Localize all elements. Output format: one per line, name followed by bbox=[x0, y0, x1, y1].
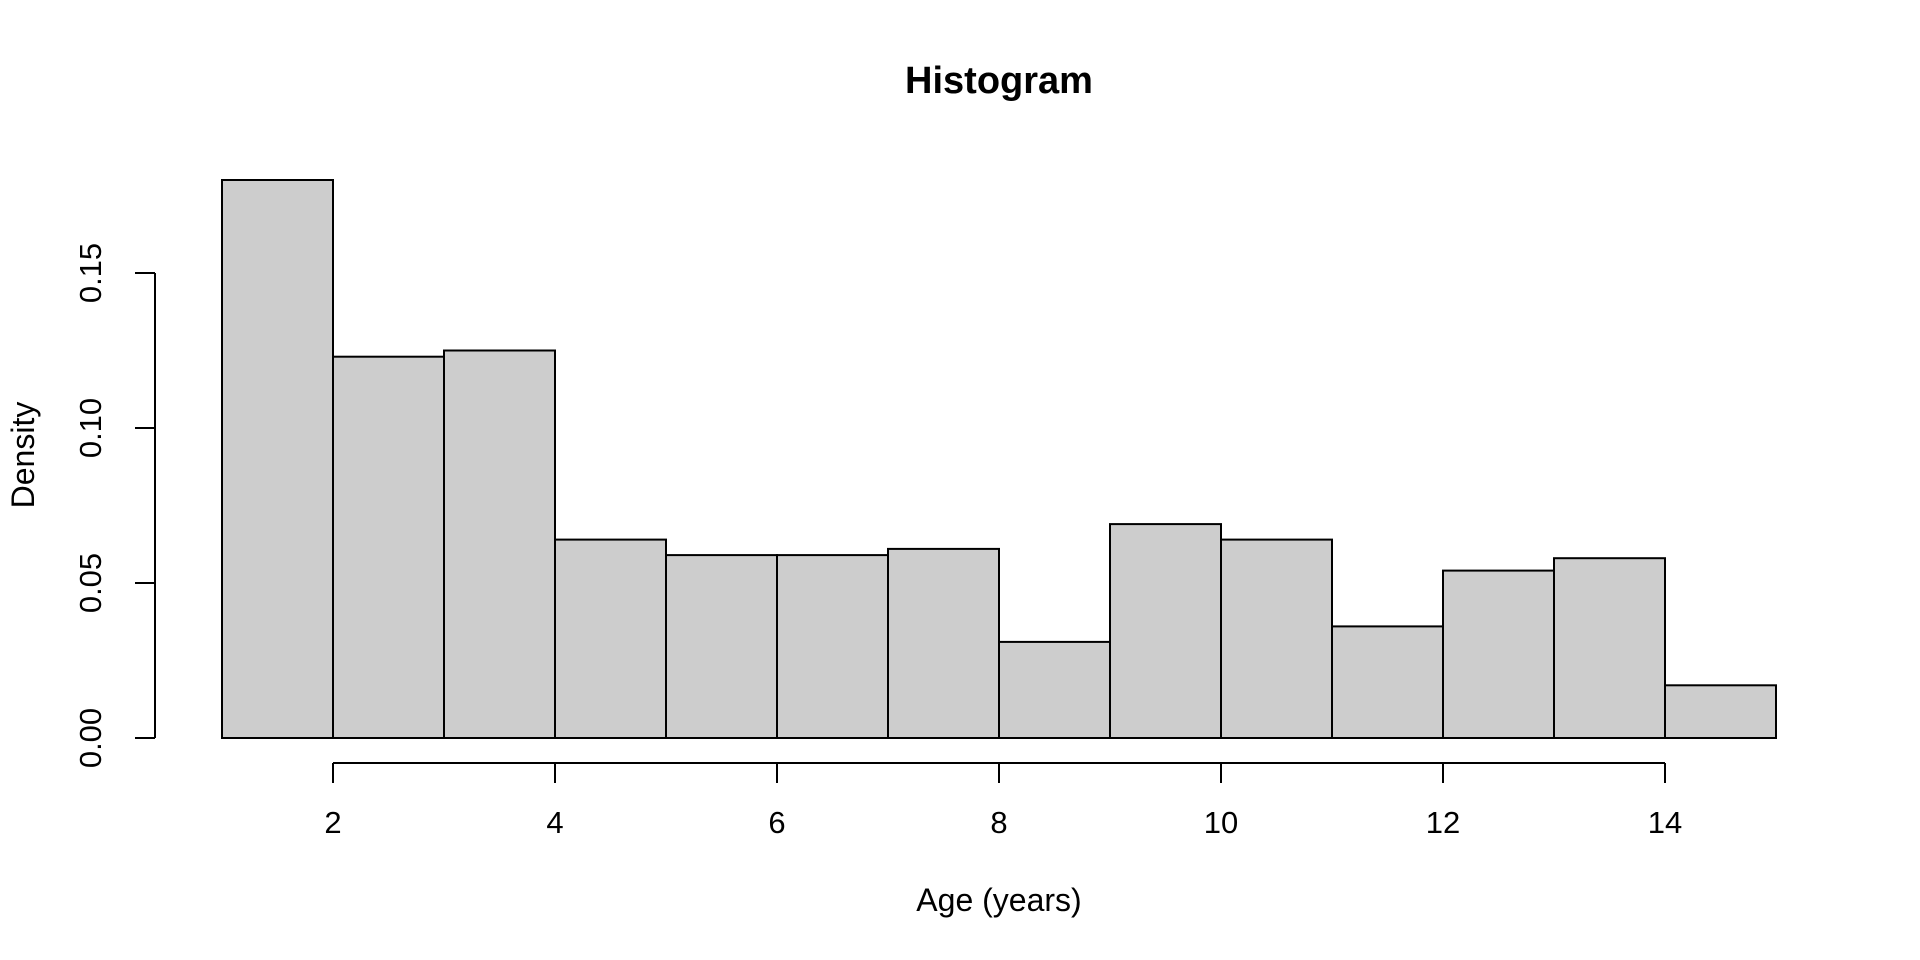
histogram-bar bbox=[998, 640, 1111, 740]
histogram-bar bbox=[665, 554, 778, 739]
histogram-bar bbox=[1553, 557, 1666, 740]
histogram-bar bbox=[332, 355, 445, 739]
x-tick-label: 2 bbox=[324, 805, 341, 840]
histogram-bar bbox=[1442, 569, 1555, 739]
y-tick-label: 0.15 bbox=[73, 243, 108, 303]
histogram-bar bbox=[1220, 538, 1333, 739]
x-tick-label: 12 bbox=[1426, 805, 1460, 840]
x-tick-label: 8 bbox=[990, 805, 1007, 840]
histogram-bar bbox=[554, 538, 667, 739]
y-axis: 0.00 0.05 0.10 0.15 bbox=[73, 243, 156, 768]
histogram-bar bbox=[1664, 684, 1777, 739]
y-tick-label: 0.00 bbox=[73, 708, 108, 768]
bars-group bbox=[221, 179, 1777, 740]
histogram-bar bbox=[221, 179, 334, 739]
x-axis-label: Age (years) bbox=[916, 882, 1081, 918]
histogram-bar bbox=[887, 547, 1000, 740]
y-axis-label: Density bbox=[5, 402, 41, 509]
y-tick-label: 0.10 bbox=[73, 398, 108, 458]
histogram-bar bbox=[776, 554, 889, 739]
histogram-bar bbox=[1331, 625, 1444, 740]
x-tick-label: 14 bbox=[1648, 805, 1682, 840]
histogram-bar bbox=[1109, 523, 1222, 739]
y-tick-label: 0.05 bbox=[73, 553, 108, 613]
chart-title: Histogram bbox=[905, 60, 1093, 102]
x-tick-label: 10 bbox=[1204, 805, 1238, 840]
x-tick-label: 4 bbox=[546, 805, 563, 840]
x-tick-label: 6 bbox=[768, 805, 785, 840]
histogram-bar bbox=[443, 349, 556, 739]
x-axis: 2 4 6 8 10 12 14 bbox=[324, 762, 1682, 840]
